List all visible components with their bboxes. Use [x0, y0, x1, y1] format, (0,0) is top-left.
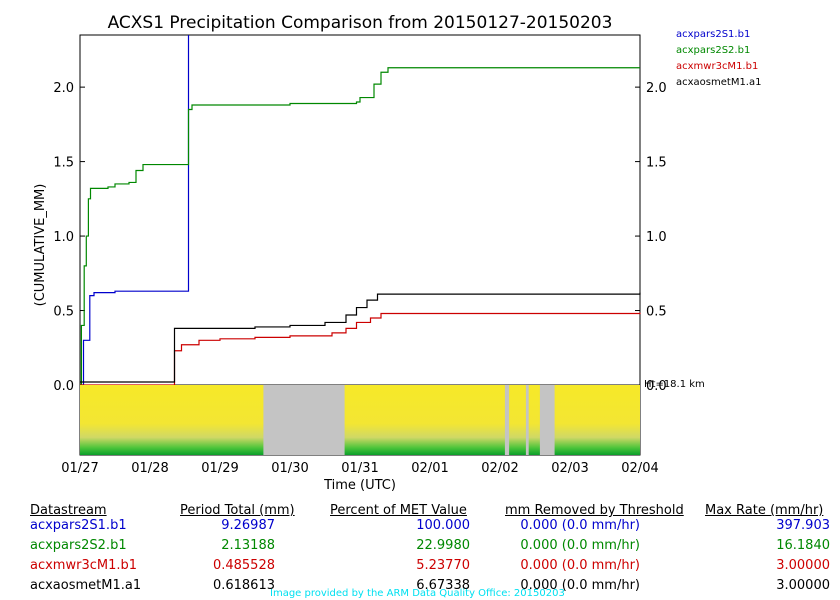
stats-value: 6.67338 [416, 578, 470, 593]
stats-value: 0.000 (0.0 mm/hr) [520, 558, 640, 573]
strip-background [80, 385, 640, 455]
y-tick-label-right: 1.0 [646, 230, 667, 245]
stats-value: 0.000 (0.0 mm/hr) [520, 578, 640, 593]
legend: acxpars2S1.b1 acxpars2S2.b1 acxmwr3cM1.b1 a… [676, 29, 761, 88]
y-tick-label-right: 1.5 [646, 156, 667, 171]
stats-header: Period Total (mm) [180, 503, 295, 518]
x-axis-label: Time (UTC) [323, 478, 396, 493]
x-tick-label: 02/02 [481, 461, 518, 476]
stats-value: 0.000 (0.0 mm/hr) [520, 518, 640, 533]
stats-header: mm Removed by Threshold [505, 503, 684, 518]
series-line [80, 35, 190, 386]
stats-datastream: acxpars2S2.b1 [30, 538, 127, 553]
series-line [80, 67, 640, 386]
series-line [80, 312, 641, 386]
chart-title: ACXS1 Precipitation Comparison from 2015… [108, 13, 613, 33]
missing-data-band [504, 385, 510, 455]
missing-data-band [539, 385, 555, 455]
legend-entry: acxaosmetM1.a1 [676, 77, 761, 88]
stats-header: Percent of MET Value [330, 503, 467, 518]
x-tick-label: 01/28 [131, 461, 168, 476]
stats-value: 397.903 [776, 518, 830, 533]
legend-entry: acxpars2S2.b1 [676, 45, 750, 56]
plot-area: 0.0 0.0 0.5 0.5 1.0 1.0 1.5 1.5 2.0 2.0 01/27 01/28… [53, 34, 667, 476]
x-tick-label: 01/31 [341, 461, 378, 476]
height-label: Ht=18.1 km [644, 379, 705, 390]
stats-header: Max Rate (mm/hr) [705, 503, 824, 518]
precipitation-chart: ACXS1 Precipitation Comparison from 2015… [33, 13, 761, 493]
missing-data-band [525, 385, 529, 455]
legend-entry: acxmwr3cM1.b1 [676, 61, 758, 72]
y-tick-label-right: 0.5 [646, 305, 667, 320]
legend-entry: acxpars2S1.b1 [676, 29, 750, 40]
y-axis-label: (CUMULATIVE_MM) [33, 184, 48, 307]
missing-data-band [263, 385, 345, 455]
stats-value: 0.485528 [212, 558, 275, 573]
x-tick-label: 01/30 [271, 461, 308, 476]
x-tick-label: 02/01 [411, 461, 448, 476]
stats-value: 3.00000 [776, 558, 830, 573]
stats-datastream: acxaosmetM1.a1 [30, 578, 142, 593]
x-tick-label: 01/27 [61, 461, 98, 476]
stats-value: 9.26987 [221, 518, 275, 533]
radar-strip [80, 385, 640, 455]
y-tick-label: 1.0 [53, 230, 74, 245]
y-tick-label-right: 0.0 [646, 379, 667, 394]
stats-value: 2.13188 [221, 538, 275, 553]
series-line [80, 292, 641, 383]
stats-datastream: acxmwr3cM1.b1 [30, 558, 138, 573]
x-tick-label: 02/04 [621, 461, 658, 476]
stats-header: Datastream [30, 503, 107, 518]
credit-text: Image provided by the ARM Data Quality O… [270, 588, 565, 599]
stats-value: 100.000 [416, 518, 470, 533]
x-tick-label: 01/29 [201, 461, 238, 476]
stats-value: 0.000 (0.0 mm/hr) [520, 538, 640, 553]
y-tick-label-right: 2.0 [646, 81, 667, 96]
stats-value: 22.9980 [416, 538, 470, 553]
stats-value: 5.23770 [416, 558, 470, 573]
x-tick-label: 02/03 [551, 461, 588, 476]
stats-value: 0.618613 [212, 578, 275, 593]
y-tick-label: 0.5 [53, 305, 74, 320]
y-tick-label: 2.0 [53, 81, 74, 96]
stats-table: Datastream Period Total (mm) Percent of ME… [0, 500, 840, 600]
stats-value: 3.00000 [776, 578, 830, 593]
stats-value: 16.1840 [776, 538, 830, 553]
stats-datastream: acxpars2S1.b1 [30, 518, 127, 533]
y-tick-label: 1.5 [53, 156, 74, 171]
y-tick-label: 0.0 [53, 379, 74, 394]
